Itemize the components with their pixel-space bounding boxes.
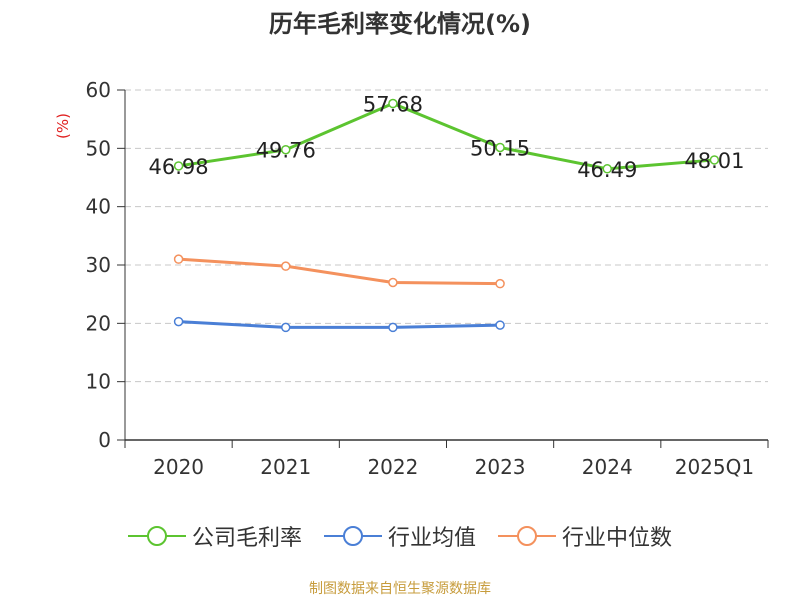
data-point	[173, 316, 184, 327]
data-point	[709, 155, 720, 165]
data-label: 46.98	[149, 155, 209, 179]
data-label: 46.49	[577, 158, 637, 182]
source-footer: 制图数据来自恒生聚源数据库	[309, 581, 491, 597]
data-point	[173, 254, 184, 264]
data-point	[388, 98, 398, 109]
y-tick-label: 40	[86, 195, 111, 219]
y-tick-label: 0	[98, 428, 111, 452]
x-tick-label: 2022	[367, 455, 418, 479]
y-tick-label: 20	[86, 311, 111, 335]
data-point	[602, 164, 612, 174]
series-lines	[173, 98, 720, 333]
data-label: 50.15	[470, 136, 530, 160]
x-tick-label: 2024	[582, 455, 633, 479]
chart-title: 历年毛利率变化情况(%)	[269, 10, 531, 38]
x-tick-label: 2020	[153, 455, 204, 479]
data-point	[281, 322, 291, 333]
legend-item[interactable]: 行业均值	[323, 520, 476, 552]
series-line-0	[178, 102, 715, 171]
legend-item[interactable]: 行业中位数	[498, 520, 672, 552]
y-tick-label: 10	[86, 370, 111, 394]
legend-marker	[127, 526, 186, 546]
data-label: 49.76	[256, 139, 316, 163]
legend-circle	[146, 526, 167, 546]
legend-label: 公司毛利率	[191, 526, 302, 551]
series-line-1	[178, 320, 501, 329]
data-point	[173, 161, 184, 171]
legend-item[interactable]: 公司毛利率	[127, 520, 302, 552]
legend-circle	[342, 526, 363, 546]
y-tick-label: 30	[86, 253, 111, 277]
legend-circle	[517, 526, 537, 546]
data-label: 48.01	[684, 149, 744, 173]
y-axis-label: (%)	[54, 113, 72, 139]
x-tick-label: 2021	[260, 455, 311, 479]
x-tick-label: 2025Q1	[675, 455, 754, 479]
data-point	[495, 142, 505, 153]
data-point	[495, 320, 505, 330]
legend-marker	[323, 526, 382, 546]
x-tick-label: 2023	[475, 455, 526, 479]
grid-lines	[125, 89, 768, 383]
y-tick-label: 50	[86, 136, 111, 160]
y-tick-label: 60	[86, 78, 111, 102]
data-labels: 46.98 49.76 57.68 50.15 46.49 48.01	[149, 93, 745, 182]
legend-label: 行业均值	[387, 526, 476, 551]
legend: 公司毛利率 行业均值 行业中位数	[0, 520, 800, 552]
data-point	[495, 278, 505, 289]
data-label: 57.68	[363, 93, 423, 117]
data-point	[281, 144, 291, 155]
legend-marker	[498, 526, 556, 546]
data-point	[281, 261, 291, 271]
series-line-2	[178, 257, 501, 286]
legend-label: 行业中位数	[562, 526, 673, 551]
data-point	[388, 322, 398, 333]
axes: 0 10 20 30 40 50 60 (%) 2020 2021 2022 2023 2024 2025…	[54, 78, 769, 479]
data-point	[388, 277, 398, 288]
